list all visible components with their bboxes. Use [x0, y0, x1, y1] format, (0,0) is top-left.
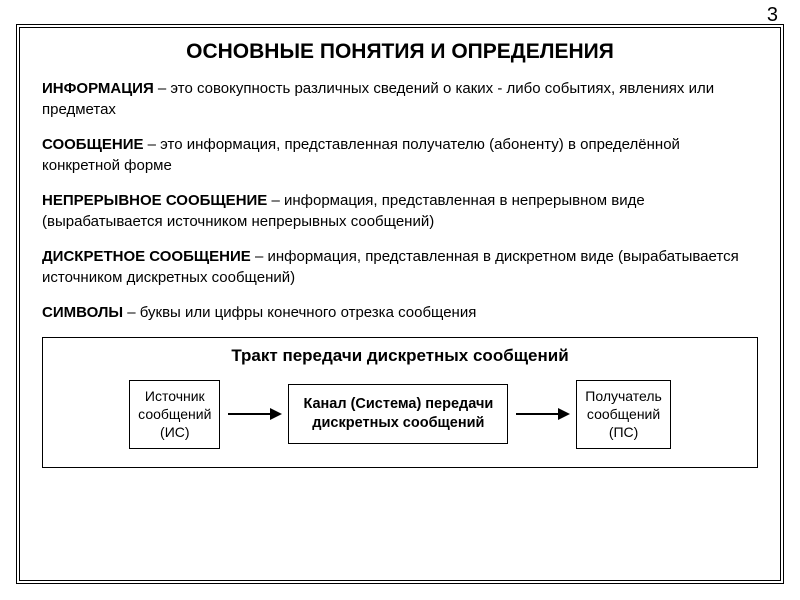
node-text: (ИС) [138, 423, 211, 441]
arrow-icon [514, 404, 570, 424]
node-text: Получатель [585, 387, 662, 405]
diagram-container: Тракт передачи дискретных сообщений Исто… [42, 337, 758, 468]
node-receiver: Получатель сообщений (ПС) [576, 380, 671, 449]
node-text: (ПС) [585, 423, 662, 441]
node-text: дискретных сообщений [303, 414, 493, 433]
node-channel: Канал (Система) передачи дискретных сооб… [288, 384, 508, 444]
diagram-row: Источник сообщений (ИС) Канал (Система) … [55, 380, 745, 449]
page-title: ОСНОВНЫЕ ПОНЯТИЯ И ОПРЕДЕЛЕНИЯ [42, 40, 758, 64]
node-source: Источник сообщений (ИС) [129, 380, 220, 449]
term-label: ИНФОРМАЦИЯ [42, 80, 154, 97]
definition-message: СООБЩЕНИЕ – это информация, представленн… [42, 134, 758, 176]
term-label: НЕПРЕРЫВНОЕ СООБЩЕНИЕ [42, 192, 267, 209]
node-text: сообщений [585, 405, 662, 423]
content-frame: ОСНОВНЫЕ ПОНЯТИЯ И ОПРЕДЕЛЕНИЯ ИНФОРМАЦИ… [16, 24, 784, 584]
definition-symbols: СИМВОЛЫ – буквы или цифры конечного отре… [42, 302, 758, 323]
diagram-title: Тракт передачи дискретных сообщений [55, 346, 745, 366]
arrow-icon [226, 404, 282, 424]
term-text: – буквы или цифры конечного отрезка сооб… [123, 304, 476, 321]
definition-continuous-message: НЕПРЕРЫВНОЕ СООБЩЕНИЕ – информация, пред… [42, 190, 758, 232]
node-text: сообщений [138, 405, 211, 423]
term-label: ДИСКРЕТНОЕ СООБЩЕНИЕ [42, 248, 251, 265]
definition-discrete-message: ДИСКРЕТНОЕ СООБЩЕНИЕ – информация, предс… [42, 246, 758, 288]
node-text: Источник [138, 387, 211, 405]
term-label: СООБЩЕНИЕ [42, 136, 143, 153]
node-text: Канал (Система) передачи [303, 395, 493, 414]
definition-information: ИНФОРМАЦИЯ – это совокупность различных … [42, 78, 758, 120]
term-label: СИМВОЛЫ [42, 304, 123, 321]
